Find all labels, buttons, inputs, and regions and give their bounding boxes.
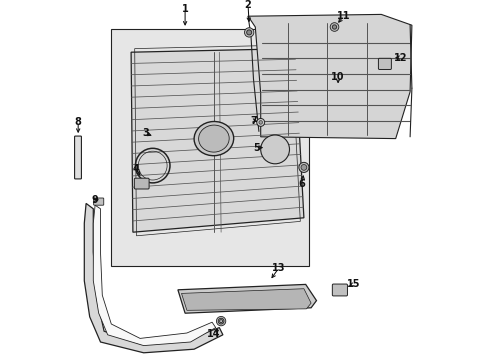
- Circle shape: [256, 118, 264, 126]
- Text: 15: 15: [346, 279, 359, 289]
- Text: 6: 6: [298, 179, 305, 189]
- Polygon shape: [131, 49, 303, 232]
- Circle shape: [246, 30, 251, 35]
- FancyBboxPatch shape: [378, 58, 390, 69]
- FancyBboxPatch shape: [94, 198, 103, 205]
- Polygon shape: [247, 14, 411, 139]
- Circle shape: [216, 316, 225, 326]
- Text: 1: 1: [182, 4, 188, 14]
- FancyBboxPatch shape: [332, 284, 347, 296]
- Ellipse shape: [198, 125, 229, 152]
- Circle shape: [272, 147, 277, 152]
- FancyBboxPatch shape: [134, 178, 149, 189]
- Circle shape: [329, 23, 338, 31]
- Circle shape: [332, 25, 336, 29]
- Bar: [111, 29, 309, 266]
- FancyBboxPatch shape: [75, 136, 81, 179]
- Circle shape: [260, 135, 289, 164]
- Text: 8: 8: [75, 117, 81, 127]
- Circle shape: [264, 139, 285, 159]
- Polygon shape: [181, 289, 310, 310]
- Text: 4: 4: [133, 164, 140, 174]
- Polygon shape: [84, 203, 223, 353]
- Circle shape: [269, 144, 280, 155]
- Text: 7: 7: [250, 116, 256, 126]
- Text: 2: 2: [244, 0, 251, 10]
- Circle shape: [298, 162, 308, 172]
- Circle shape: [244, 28, 253, 37]
- Text: 14: 14: [207, 329, 220, 339]
- Text: 5: 5: [253, 143, 260, 153]
- Text: 10: 10: [331, 72, 344, 82]
- Circle shape: [301, 165, 306, 170]
- Text: 13: 13: [271, 263, 285, 273]
- Polygon shape: [178, 284, 316, 313]
- Circle shape: [219, 320, 222, 323]
- Circle shape: [218, 318, 224, 324]
- Ellipse shape: [194, 121, 233, 156]
- Polygon shape: [93, 205, 215, 346]
- Circle shape: [258, 121, 262, 124]
- Text: 3: 3: [142, 128, 148, 138]
- Text: 11: 11: [336, 11, 349, 21]
- Text: 9: 9: [91, 195, 98, 205]
- Text: 12: 12: [393, 53, 407, 63]
